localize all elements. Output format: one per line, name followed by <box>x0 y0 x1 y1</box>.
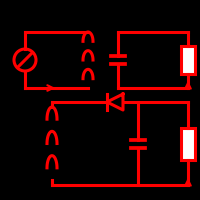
Bar <box>181 128 195 160</box>
Bar <box>181 46 195 74</box>
